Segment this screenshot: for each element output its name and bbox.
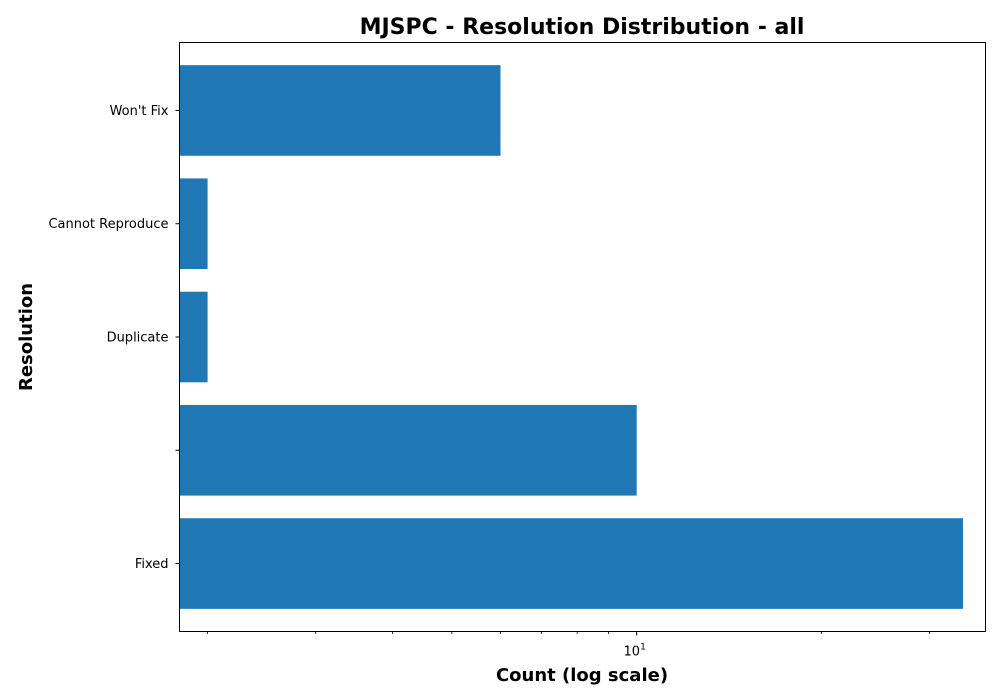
y-tick-label: Fixed (135, 557, 169, 572)
y-tick-label: Won't Fix (110, 104, 169, 119)
y-ticks-group: Fixed Duplicate Cannot Reproduce Won't Fix (48, 104, 179, 572)
y-axis-label: Resolution (16, 283, 37, 391)
y-tick-label: Duplicate (107, 331, 169, 346)
x-ticks-group: 101 (208, 632, 930, 660)
chart-title: MJSPC - Resolution Distribution - all (360, 15, 805, 40)
x-tick-label: 101 (624, 643, 646, 660)
bar-duplicate (180, 292, 208, 383)
bar-fixed (180, 518, 963, 609)
bar-won-t-fix (180, 65, 501, 156)
bar-cannot-reproduce (180, 178, 208, 269)
bar-blank (180, 405, 637, 496)
x-axis-label: Count (log scale) (496, 665, 668, 686)
y-tick-label: Cannot Reproduce (48, 217, 168, 232)
bars-group (180, 65, 963, 609)
